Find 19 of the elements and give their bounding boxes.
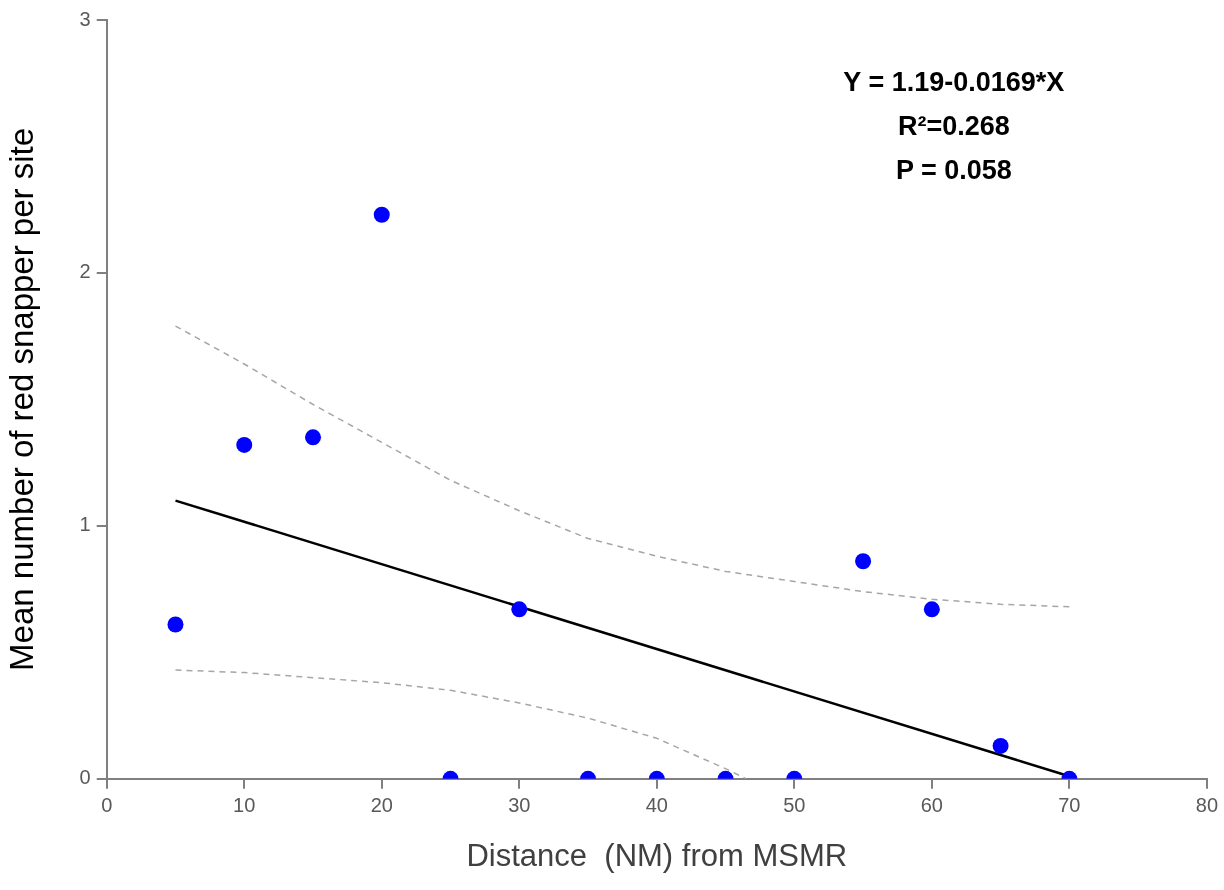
x-tick-label: 40 [645, 794, 668, 817]
y-tick-label: 2 [79, 260, 91, 283]
x-tick-label: 80 [1195, 794, 1218, 817]
line-series [174, 669, 747, 779]
annotation: R²=0.268 [897, 111, 1010, 142]
y-tick-label: 3 [79, 7, 91, 30]
x-tick-label: 10 [233, 794, 256, 817]
x-tick-label: 20 [370, 794, 393, 817]
annotation: Y = 1.19-0.0169*X [843, 67, 1065, 98]
annotation: P = 0.058 [895, 155, 1012, 186]
y-tick-label: 1 [79, 513, 91, 536]
x-tick-label: 30 [508, 794, 531, 817]
y-axis-title: Mean number of red snapper per site [2, 127, 40, 671]
x-tick-label: 70 [1058, 794, 1081, 817]
y-tick-label: 0 [79, 766, 91, 789]
x-tick-label: 0 [101, 794, 113, 817]
x-axis-title: Distance (NM) from MSMR [466, 837, 848, 873]
x-tick-label: 50 [783, 794, 806, 817]
x-tick-label: 60 [920, 794, 943, 817]
